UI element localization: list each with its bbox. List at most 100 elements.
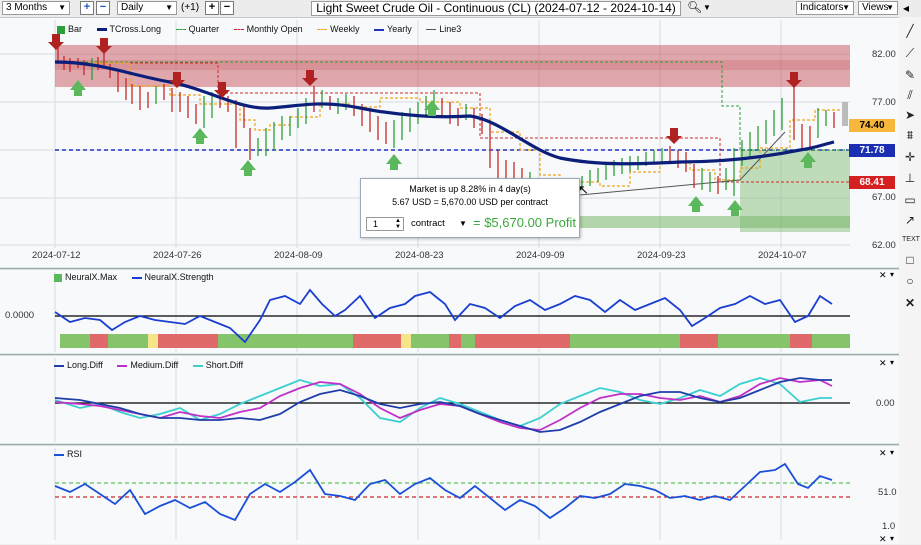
views-button[interactable]: Views ▼ [858,1,898,15]
y-label: 67.00 [872,192,896,203]
pin-icon[interactable]: ◂ [903,1,910,15]
legend-medium-diff[interactable]: Medium.Diff [117,360,178,370]
crosshair-icon[interactable]: ✛ [904,150,916,164]
offset-label: (+1) [181,2,200,13]
chevron-down-icon: ▼ [886,3,894,12]
x-label: 2024-08-23 [395,250,444,261]
profit-tooltip: Market is up 8.28% in 4 day(s) 5.67 USD … [360,178,580,238]
legend-tcross[interactable]: TCross.Long [96,24,161,34]
views-label: Views [862,2,889,13]
legend-long-diff[interactable]: Long.Diff [54,360,103,370]
price-tag-monthly: 68.41 [849,176,895,189]
legend-short-diff[interactable]: Short.Diff [192,360,243,370]
plus-icon[interactable]: + [80,1,94,15]
neuralx-legend: NeuralX.Max NeuralX.Strength [54,272,226,282]
collapse-icon[interactable]: ▾ [890,358,895,367]
scroll-thumb[interactable] [842,102,848,126]
long-diff-line [54,377,832,433]
minus-icon[interactable]: − [96,1,110,15]
indicators-label: Indicators [800,2,844,13]
x-label: 2024-09-09 [516,250,565,261]
zoom-in-icon[interactable]: + [205,1,219,15]
legend-weekly[interactable]: Weekly [317,24,360,34]
legend-monthly-open[interactable]: Monthly Open [233,24,303,34]
legend-yearly[interactable]: Yearly [374,24,412,34]
y-label: 0.00 [876,398,895,409]
indicators-button[interactable]: Indicators ▼ [796,1,854,15]
drawing-toolbar: ╱ ⟋ ✎ ⫽ ➤ ⩩ ✛ ⊥ ▭ ↗ TEXT □ ○ ✕ [899,17,921,544]
line3 [579,131,786,196]
magnifier-icon[interactable]: 🔍︎ [687,0,703,14]
y-label: 62.00 [872,240,896,251]
neuralx-strength-line [54,288,833,344]
weekly-line [90,62,840,187]
neuralx-max-bars [60,334,850,348]
symbol-title[interactable]: Light Sweet Crude Oil - Continuous (CL) … [311,1,681,16]
chevron-down-icon[interactable]: ▼ [703,3,711,12]
chevron-down-icon: ▼ [165,3,173,12]
collapse-icon[interactable]: ▾ [890,448,895,457]
legend-quarter[interactable]: Quarter [175,24,219,34]
medium-diff-line [54,377,833,431]
symbol-title-text: Light Sweet Crude Oil - Continuous (CL) … [316,1,676,15]
channel-tool-icon[interactable]: ⫽ [907,88,913,102]
pencil-icon[interactable]: ✎ [904,68,916,82]
close-icon[interactable]: ✕ [879,270,887,280]
rectangle-icon[interactable]: □ [906,253,914,267]
unit-label: contract [411,218,445,229]
chart-canvas [0,20,899,540]
ray-tool-icon[interactable]: ⟋ [905,46,915,60]
y-label: 1.0 [882,521,896,532]
close-icon[interactable]: ✕ [879,358,887,368]
signal-arrows [48,34,816,216]
x-label: 2024-10-07 [758,250,807,261]
quantity-stepper[interactable]: 1 ▲ ▼ [366,217,404,231]
price-legend: Bar TCross.Long Quarter Monthly Open Wee… [57,24,473,34]
legend-neuralx-max[interactable]: NeuralX.Max [54,272,117,282]
tooltip-line2: 5.67 USD = 5,670.00 USD per contract [392,197,548,207]
arrow-tool-icon[interactable]: ↗ [904,213,916,227]
collapse-icon[interactable]: ▾ [890,270,895,279]
stepper-arrows-icon[interactable]: ▲ ▼ [395,218,401,230]
rsi-legend: RSI [54,449,94,459]
x-label: 2024-07-12 [32,250,81,261]
interval-label: Daily [121,2,144,13]
mouse-cursor-icon: ↖ [578,182,589,197]
legend-bar[interactable]: Bar [57,24,82,34]
y-label: 77.00 [872,97,896,108]
tooltip-line1: Market is up 8.28% in 4 day(s) [409,184,531,194]
measure-icon[interactable]: ⊥ [904,171,916,185]
close-icon[interactable]: ✕ [904,296,916,310]
circle-icon[interactable]: ○ [906,274,914,288]
price-tag-yearly: 71.78 [849,144,895,157]
y-label: 0.0000 [5,310,35,321]
zoom-out-icon[interactable]: − [220,1,234,15]
close-icon[interactable]: ✕ [879,534,887,544]
y-label: 51.0 [878,487,897,498]
x-label: 2024-08-09 [274,250,323,261]
price-tag-weekly: 74.40 [849,119,895,132]
tcross-long-line [54,60,835,166]
collapse-icon[interactable]: ▾ [890,534,895,543]
legend-neuralx-strength[interactable]: NeuralX.Strength [131,272,214,282]
rsi-line [54,462,833,522]
cursor-icon[interactable]: ➤ [904,108,916,122]
close-icon[interactable]: ✕ [879,448,887,458]
quantity-value: 1 [373,219,379,229]
line-tool-icon[interactable]: ╱ [906,24,914,38]
monthly-open-line [55,62,850,183]
legend-rsi[interactable]: RSI [54,449,82,459]
fibonacci-icon[interactable]: ⩩ [906,128,914,142]
diff-legend: Long.Diff Medium.Diff Short.Diff [54,360,255,370]
x-label: 2024-07-26 [153,250,202,261]
profit-value: = $5,670.00 Profit [473,215,576,230]
rsi-pane[interactable] [0,446,899,544]
interval-select[interactable]: Daily ▼ [117,1,177,15]
unit-select[interactable]: contract ▼ [411,217,475,231]
text-tool-icon[interactable]: TEXT [902,236,920,243]
resistance-zone [55,45,850,87]
chevron-down-icon: ▼ [459,219,467,228]
legend-line3[interactable]: Line3 [426,24,461,34]
comment-icon[interactable]: ▭ [904,193,916,207]
range-select[interactable]: 3 Months ▼ [2,1,70,15]
